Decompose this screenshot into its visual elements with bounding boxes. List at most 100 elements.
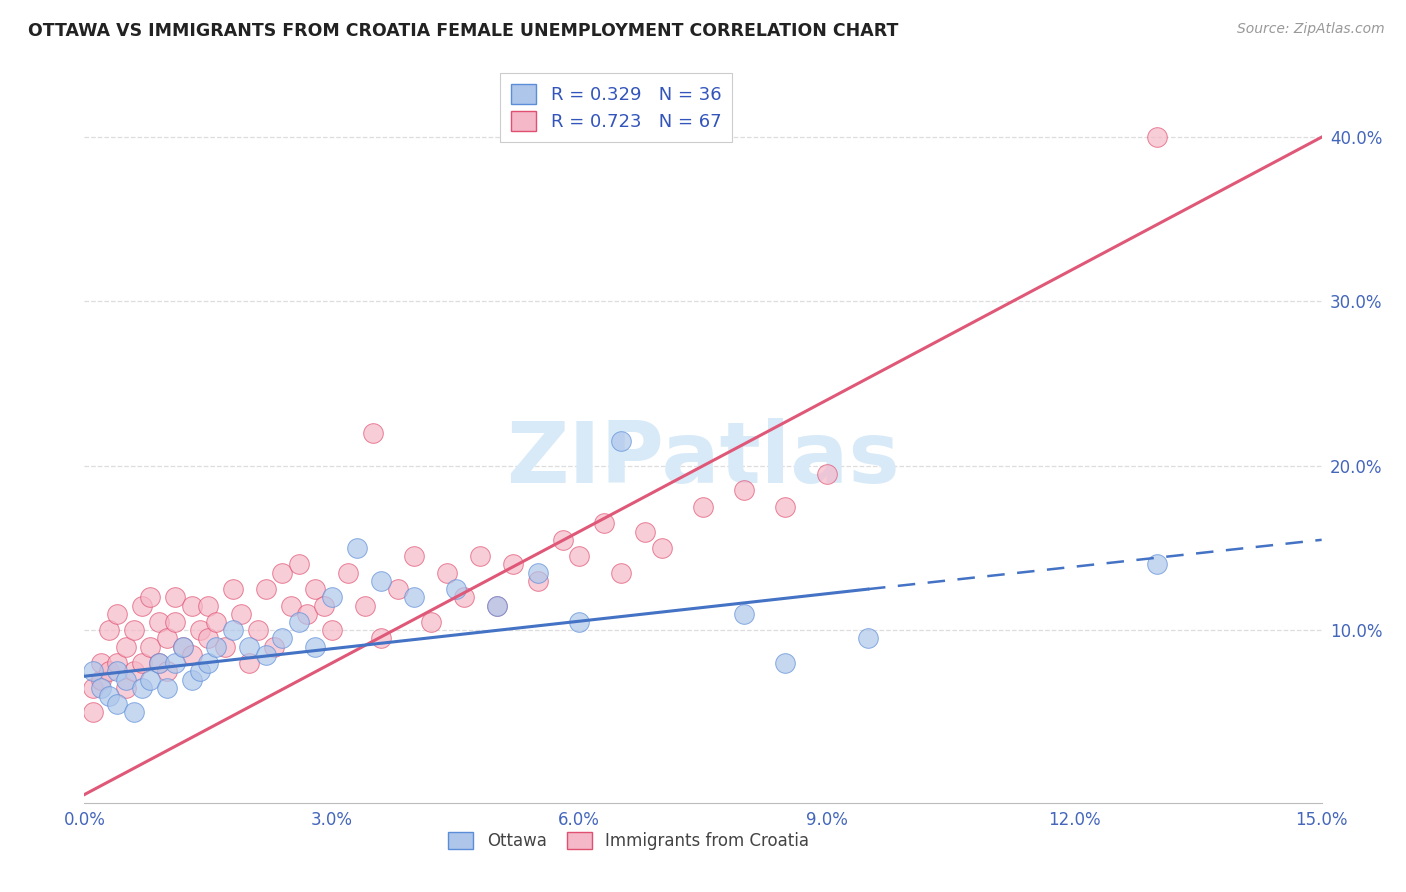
Point <box>131 599 153 613</box>
Point <box>295 607 318 621</box>
Point <box>188 624 211 638</box>
Point <box>651 541 673 555</box>
Point <box>165 591 187 605</box>
Point <box>131 656 153 670</box>
Point <box>180 673 202 687</box>
Point <box>312 599 335 613</box>
Point <box>246 624 269 638</box>
Text: Source: ZipAtlas.com: Source: ZipAtlas.com <box>1237 22 1385 37</box>
Point <box>404 549 426 564</box>
Point <box>271 632 294 646</box>
Point <box>856 632 879 646</box>
Point <box>197 599 219 613</box>
Point <box>568 615 591 629</box>
Point <box>197 632 219 646</box>
Point <box>321 591 343 605</box>
Point <box>609 566 631 580</box>
Point <box>444 582 467 596</box>
Point <box>815 467 838 481</box>
Point <box>156 632 179 646</box>
Point <box>271 566 294 580</box>
Point <box>156 665 179 679</box>
Point <box>288 615 311 629</box>
Point <box>485 599 508 613</box>
Point <box>733 483 755 498</box>
Point <box>172 640 194 654</box>
Point <box>122 624 145 638</box>
Point <box>105 697 128 711</box>
Point <box>238 640 260 654</box>
Point <box>105 607 128 621</box>
Point <box>214 640 236 654</box>
Point <box>222 624 245 638</box>
Point <box>139 673 162 687</box>
Point <box>98 689 121 703</box>
Point <box>370 632 392 646</box>
Point <box>188 665 211 679</box>
Point <box>527 574 550 588</box>
Point <box>609 434 631 449</box>
Text: OTTAWA VS IMMIGRANTS FROM CROATIA FEMALE UNEMPLOYMENT CORRELATION CHART: OTTAWA VS IMMIGRANTS FROM CROATIA FEMALE… <box>28 22 898 40</box>
Point <box>485 599 508 613</box>
Point <box>254 648 277 662</box>
Point <box>436 566 458 580</box>
Point <box>90 656 112 670</box>
Point <box>205 640 228 654</box>
Point <box>148 656 170 670</box>
Point <box>82 665 104 679</box>
Point <box>387 582 409 596</box>
Point <box>470 549 492 564</box>
Point <box>353 599 375 613</box>
Point <box>131 681 153 695</box>
Point <box>238 656 260 670</box>
Point <box>692 500 714 514</box>
Point <box>593 516 616 531</box>
Point <box>1146 558 1168 572</box>
Point <box>180 599 202 613</box>
Point <box>139 591 162 605</box>
Point <box>82 706 104 720</box>
Point <box>404 591 426 605</box>
Point <box>304 582 326 596</box>
Point <box>419 615 441 629</box>
Point <box>733 607 755 621</box>
Point <box>453 591 475 605</box>
Point <box>361 425 384 440</box>
Point <box>82 681 104 695</box>
Point <box>165 615 187 629</box>
Point <box>114 681 136 695</box>
Legend: Ottawa, Immigrants from Croatia: Ottawa, Immigrants from Croatia <box>441 825 815 856</box>
Point <box>122 706 145 720</box>
Point <box>114 673 136 687</box>
Point <box>502 558 524 572</box>
Point <box>568 549 591 564</box>
Point <box>775 500 797 514</box>
Point <box>229 607 252 621</box>
Point <box>90 681 112 695</box>
Point <box>321 624 343 638</box>
Point <box>634 524 657 539</box>
Point <box>98 624 121 638</box>
Text: ZIPatlas: ZIPatlas <box>506 417 900 500</box>
Point <box>98 665 121 679</box>
Point <box>775 656 797 670</box>
Point <box>139 640 162 654</box>
Point <box>114 640 136 654</box>
Point <box>288 558 311 572</box>
Point <box>1146 130 1168 145</box>
Point <box>197 656 219 670</box>
Point <box>105 665 128 679</box>
Point <box>527 566 550 580</box>
Point <box>122 665 145 679</box>
Point <box>222 582 245 596</box>
Point <box>90 673 112 687</box>
Point <box>254 582 277 596</box>
Point <box>551 533 574 547</box>
Point <box>180 648 202 662</box>
Point <box>148 615 170 629</box>
Point <box>105 656 128 670</box>
Point <box>205 615 228 629</box>
Point <box>263 640 285 654</box>
Point <box>346 541 368 555</box>
Point <box>280 599 302 613</box>
